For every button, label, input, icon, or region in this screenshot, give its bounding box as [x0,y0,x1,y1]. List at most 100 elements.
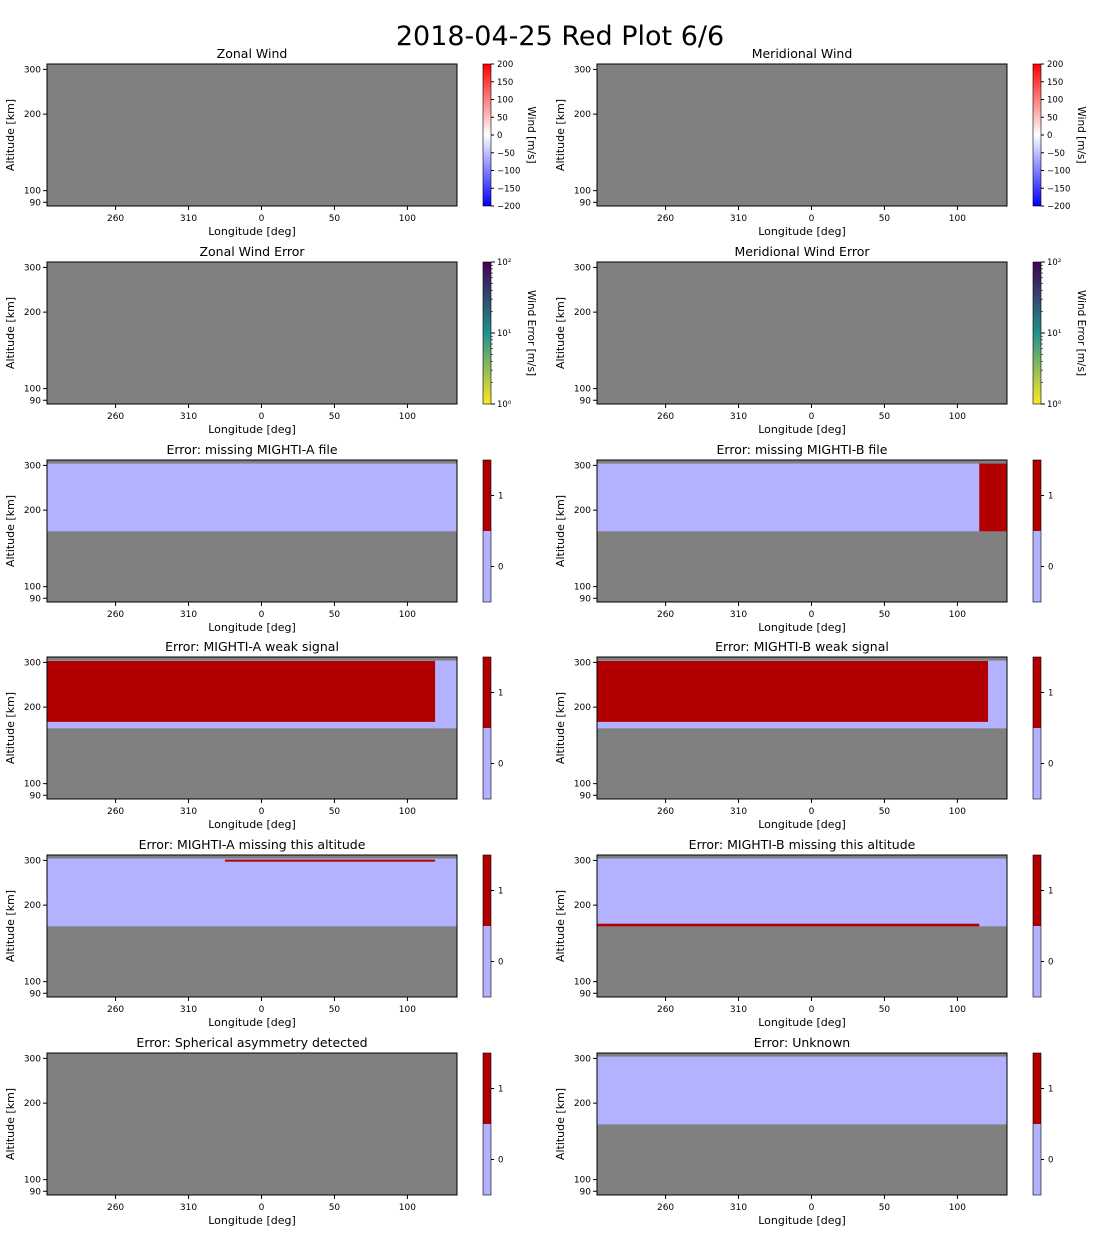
x-tick-label: 100 [949,1203,966,1213]
colorbar-tick-label: −150 [1047,184,1070,194]
y-tick-label: 100 [574,780,591,790]
panel: Error: MIGHTI-A weak signal 260 310 0 50 100 L… [4,639,503,831]
y-tick-label: 90 [30,989,42,999]
y-tick-label: 200 [574,1099,591,1109]
colorbar-tick-label: 1 [1048,492,1053,502]
colorbar-tick-label: 0 [497,131,502,141]
colorbar-tick-label: −200 [1047,202,1070,212]
x-tick-label: 50 [329,1005,341,1015]
x-tick-label: 310 [180,610,197,620]
colorbar [1032,854,1042,998]
x-tick-label: 0 [809,214,815,224]
x-axis-label: Longitude [deg] [758,818,846,831]
colorbar-segment-off [483,926,491,997]
y-tick-label: 200 [574,110,591,120]
y-tick-label: 300 [574,65,591,75]
panel: Meridional Wind 260 310 0 50 100 Longitude [de… [554,46,1087,238]
y-tick-label: 90 [30,1187,42,1197]
colorbar-tick-label: 1 [498,689,503,699]
colorbar [1032,656,1042,800]
y-axis-label: Altitude [km] [4,297,17,369]
valid-region [47,858,457,927]
panel: Error: missing MIGHTI-A file 260 310 0 50 100… [4,442,503,634]
x-tick-label: 260 [657,610,674,620]
y-tick-label: 90 [580,1187,592,1197]
colorbar-tick-label: 10² [1047,258,1061,268]
colorbar-segment-on [1033,1053,1041,1124]
colorbar-tick-label: 200 [1047,60,1063,70]
nodata-region [597,262,1007,404]
colorbar-tick-label: 0 [1048,1156,1053,1166]
panel-title: Error: MIGHTI-B missing this altitude [689,837,916,852]
x-tick-label: 310 [180,1005,197,1015]
y-tick-label: 100 [574,978,591,988]
panel-title: Error: MIGHTI-B weak signal [715,639,889,654]
y-tick-label: 90 [30,791,42,801]
panel: Meridional Wind Error 260 310 0 50 100 Longitu… [554,244,1087,436]
x-tick-label: 100 [949,1005,966,1015]
plot-frame [596,261,1008,405]
x-tick-label: 50 [879,610,891,620]
x-tick-label: 260 [657,807,674,817]
x-tick-label: 50 [879,1005,891,1015]
panel-title: Zonal Wind Error [199,244,305,259]
x-tick-label: 100 [949,214,966,224]
x-tick-label: 260 [107,1005,124,1015]
colorbar [482,656,492,800]
x-tick-label: 310 [180,807,197,817]
panel-title: Meridional Wind Error [734,244,870,259]
y-tick-label: 200 [574,901,591,911]
x-tick-label: 0 [259,610,265,620]
nodata-region [597,64,1007,206]
x-tick-label: 50 [329,1203,341,1213]
colorbar [482,459,492,603]
x-axis-label: Longitude [deg] [758,621,846,634]
y-tick-label: 300 [24,856,41,866]
colorbar-tick-label: 10² [497,258,511,268]
colorbar [1032,63,1042,207]
panel-title: Meridional Wind [752,46,853,61]
flagged-region [979,463,1007,532]
colorbar-tick-label: 10¹ [1047,329,1061,339]
x-tick-label: 260 [107,1203,124,1213]
colorbar-label: Wind [m/s] [1075,106,1087,163]
plot-frame [46,656,458,800]
y-tick-label: 90 [30,198,42,208]
y-tick-label: 300 [24,1054,41,1064]
x-tick-label: 50 [879,807,891,817]
y-tick-label: 100 [24,978,41,988]
colorbar [1032,459,1042,603]
x-tick-label: 100 [399,610,416,620]
panel: Error: MIGHTI-A missing this altitude 260… [4,837,503,1029]
colorbar-segment-off [483,531,491,602]
x-tick-label: 260 [107,214,124,224]
y-tick-label: 200 [24,110,41,120]
y-tick-label: 300 [574,856,591,866]
colorbar-tick-label: −200 [497,202,520,212]
panel: Zonal Wind Error 260 310 0 50 100 Longitude [d… [4,244,537,436]
plot-frame [596,63,1008,207]
panel-title: Error: missing MIGHTI-B file [717,442,888,457]
x-tick-label: 50 [879,214,891,224]
plot-frame [596,656,1008,800]
y-tick-label: 200 [574,506,591,516]
colorbar-segment-off [1033,728,1041,799]
colorbar-label: Wind Error [m/s] [525,290,537,376]
y-axis-label: Altitude [km] [554,99,567,171]
panel: Zonal Wind 260 310 0 50 100 Longitude [deg] 300… [4,46,537,238]
flagged-region [597,660,989,722]
colorbar-tick-label: 1 [1048,887,1053,897]
plot-frame [596,459,1008,603]
x-axis-label: Longitude [deg] [758,225,846,238]
x-axis-label: Longitude [deg] [758,1016,846,1029]
y-axis-label: Altitude [km] [554,890,567,962]
x-tick-label: 260 [107,412,124,422]
nodata-region [47,64,457,206]
y-tick-label: 90 [580,989,592,999]
y-axis-label: Altitude [km] [4,495,17,567]
y-tick-label: 200 [574,308,591,318]
x-tick-label: 100 [399,412,416,422]
x-tick-label: 0 [259,214,265,224]
